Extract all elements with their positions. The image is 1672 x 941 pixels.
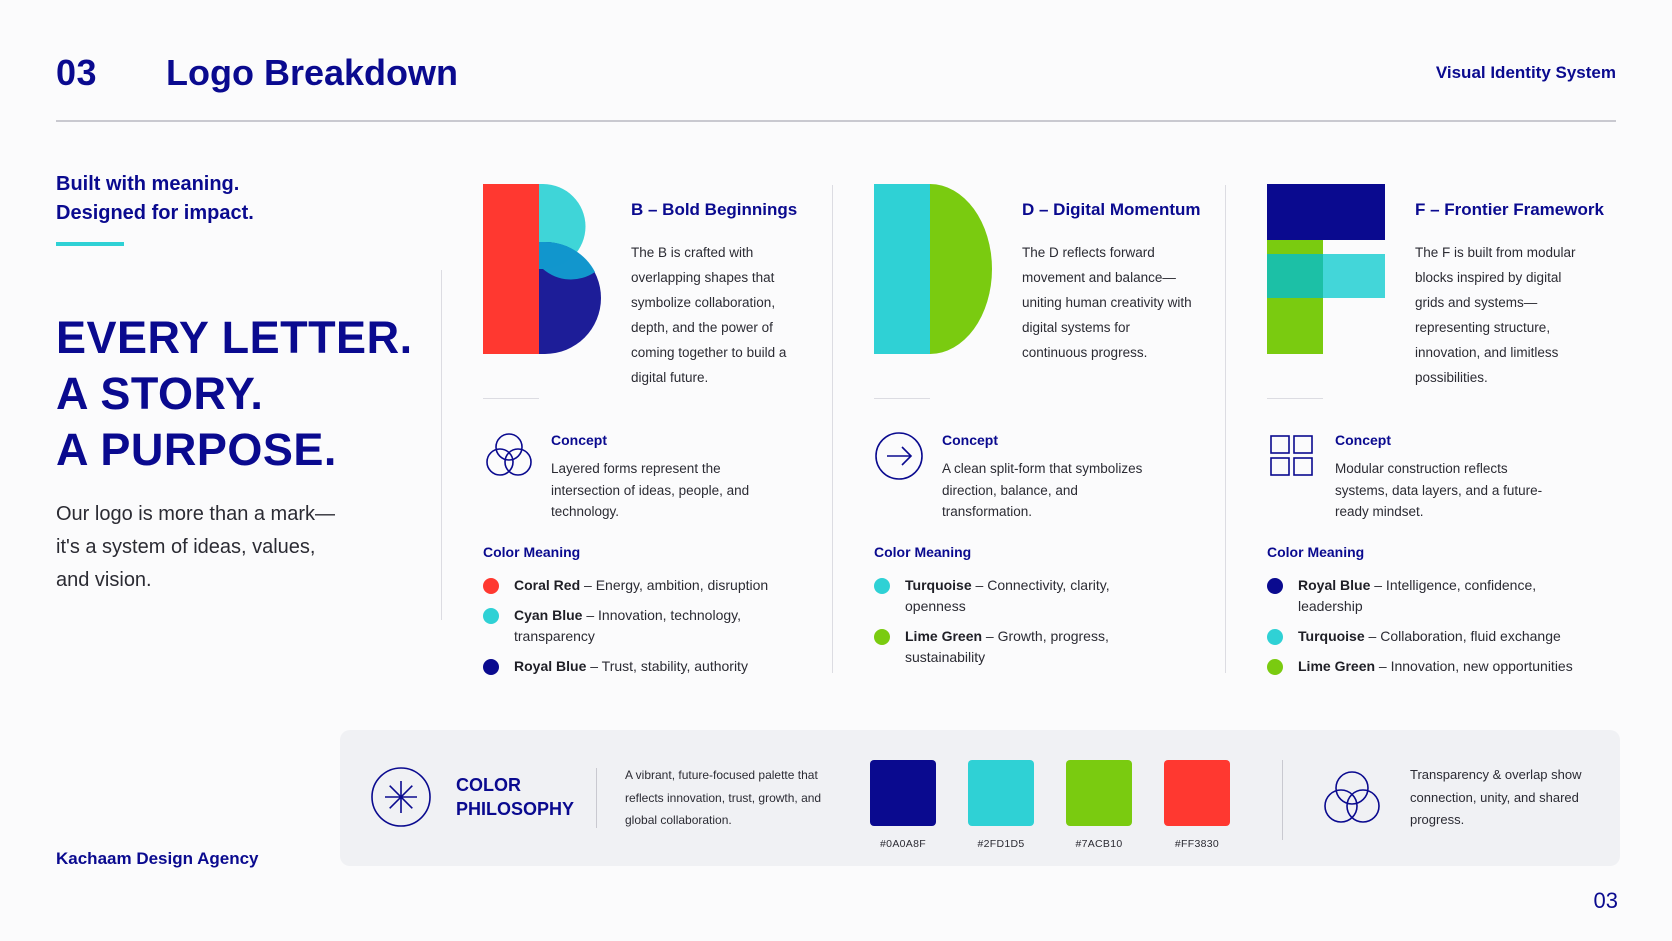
color-meaning: – Connectivity, clarity, openness (905, 577, 1110, 614)
section-rule (483, 398, 539, 399)
color-dot (874, 629, 890, 645)
color-meaning-item: Coral Red – Energy, ambition, disruption (483, 575, 803, 596)
color-meaning: – Innovation, new opportunities (1375, 658, 1573, 674)
headline-line: A PURPOSE. (56, 424, 337, 475)
color-swatch-royal-blue (870, 760, 936, 826)
letter-title: F – Frontier Framework (1415, 200, 1604, 219)
column-divider (832, 185, 833, 673)
intro-line: Our logo is more than a mark— (56, 503, 335, 525)
section-number: 03 (56, 52, 98, 93)
arrow-right-circle-icon (875, 432, 923, 480)
color-dot (1267, 578, 1283, 594)
color-meaning-item: Royal Blue – Intelligence, confidence, l… (1267, 575, 1567, 617)
grid-squares-icon (1270, 435, 1313, 476)
overlapping-circles-icon (1324, 771, 1380, 823)
letter-title: B – Bold Beginnings (631, 200, 798, 219)
color-meaning-label: Color Meaning (483, 544, 581, 560)
intro-line: and vision. (56, 569, 152, 591)
agency-name: Kachaam Design Agency (56, 849, 259, 868)
color-meaning-item: Lime Green – Innovation, new opportuniti… (1267, 656, 1617, 677)
color-name: Lime Green (905, 628, 983, 644)
palette-title-line: COLOR (456, 775, 521, 795)
tagline-line: Designed for impact. (56, 202, 254, 224)
concept-text: Layered forms represent the intersection… (551, 461, 750, 519)
color-meaning: – Innovation, technology, transparency (514, 607, 741, 644)
document-label: Visual Identity System (1435, 63, 1616, 82)
color-meaning: – Energy, ambition, disruption (580, 577, 769, 593)
color-philosophy-panel: COLOR PHILOSOPHY A vibrant, future-focus… (340, 730, 1620, 866)
color-name: Turquoise (1298, 628, 1365, 644)
headline-line: EVERY LETTER. (56, 312, 413, 363)
header-divider (56, 120, 1616, 122)
letter-d-logo (874, 184, 992, 354)
headline-line: A STORY. (56, 368, 264, 419)
letter-b-logo (483, 184, 601, 354)
overlapping-circles-icon (486, 433, 532, 476)
swatch-hex: #0A0A8F (880, 838, 926, 850)
section-rule (874, 398, 930, 399)
color-meaning-item: Turquoise – Connectivity, clarity, openn… (874, 575, 1134, 617)
color-dot (1267, 659, 1283, 675)
panel-divider (596, 768, 597, 828)
color-name: Cyan Blue (514, 607, 583, 623)
palette-title: COLOR PHILOSOPHY (456, 773, 574, 821)
concept-text: Modular construction reflects systems, d… (1335, 461, 1543, 519)
letter-description: The F is built from modular blocks inspi… (1415, 245, 1576, 385)
swatch-hex: #2FD1D5 (977, 838, 1025, 850)
color-dot (483, 578, 499, 594)
color-dot (874, 578, 890, 594)
column-divider (441, 270, 442, 620)
palette-description: A vibrant, future-focused palette that r… (625, 768, 822, 827)
color-meaning-item: Cyan Blue – Innovation, technology, tran… (483, 605, 773, 647)
letter-card-b: B – Bold Beginnings The B is crafted wit… (483, 180, 853, 680)
color-meaning: – Growth, progress, sustainability (905, 628, 1109, 665)
color-dot (483, 608, 499, 624)
letter-f-logo (1267, 184, 1385, 354)
intro-line: it's a system of ideas, values, (56, 536, 316, 558)
palette-title-line: PHILOSOPHY (456, 799, 575, 819)
section-rule (1267, 398, 1323, 399)
color-meaning: – Trust, stability, authority (586, 658, 748, 674)
color-name: Royal Blue (514, 658, 587, 674)
headline: EVERY LETTER. A STORY. A PURPOSE. (56, 310, 413, 478)
swatch-hex: #FF3830 (1174, 838, 1220, 850)
concept-label: Concept (1335, 432, 1391, 448)
panel-divider (1282, 760, 1283, 840)
asterisk-circle-icon (371, 767, 431, 827)
accent-bar (56, 242, 124, 246)
color-name: Lime Green (1298, 658, 1376, 674)
concept-text: A clean split-form that symbolizes direc… (942, 461, 1143, 519)
concept-label: Concept (942, 432, 998, 448)
letter-card-d: D – Digital Momentum The D reflects forw… (874, 180, 1244, 680)
tagline-line: Built with meaning. (56, 173, 240, 195)
page-title: Logo Breakdown (166, 52, 459, 93)
tagline: Built with meaning. Designed for impact. (56, 170, 254, 228)
color-dot (483, 659, 499, 675)
color-meaning-item: Turquoise – Collaboration, fluid exchang… (1267, 626, 1607, 647)
color-name: Royal Blue (1298, 577, 1371, 593)
letter-description: The D reflects forward movement and bala… (1022, 245, 1192, 360)
page-number: 03 (1593, 888, 1618, 913)
color-meaning: – Intelligence, confidence, leadership (1298, 577, 1537, 614)
color-swatch-lime-green (1066, 760, 1132, 826)
color-meaning-label: Color Meaning (874, 544, 972, 560)
column-divider (1225, 185, 1226, 673)
color-swatch-coral-red (1164, 760, 1230, 826)
concept-label: Concept (551, 432, 607, 448)
color-meaning: – Collaboration, fluid exchange (1364, 628, 1561, 644)
transparency-text: Transparency & overlap show connection, … (1410, 767, 1582, 827)
swatch-hex: #7ACB10 (1075, 838, 1123, 850)
color-dot (1267, 629, 1283, 645)
letter-title: D – Digital Momentum (1022, 200, 1201, 219)
color-meaning-item: Lime Green – Growth, progress, sustainab… (874, 626, 1134, 668)
color-meaning-item: Royal Blue – Trust, stability, authority (483, 656, 803, 677)
intro-text: Our logo is more than a mark— it's a sys… (56, 498, 386, 597)
color-swatch-turquoise (968, 760, 1034, 826)
letter-card-f: F – Frontier Framework The F is built fr… (1267, 180, 1637, 680)
color-name: Turquoise (905, 577, 972, 593)
color-meaning-label: Color Meaning (1267, 544, 1365, 560)
letter-description: The B is crafted with overlapping shapes… (631, 245, 787, 385)
color-name: Coral Red (514, 577, 581, 593)
